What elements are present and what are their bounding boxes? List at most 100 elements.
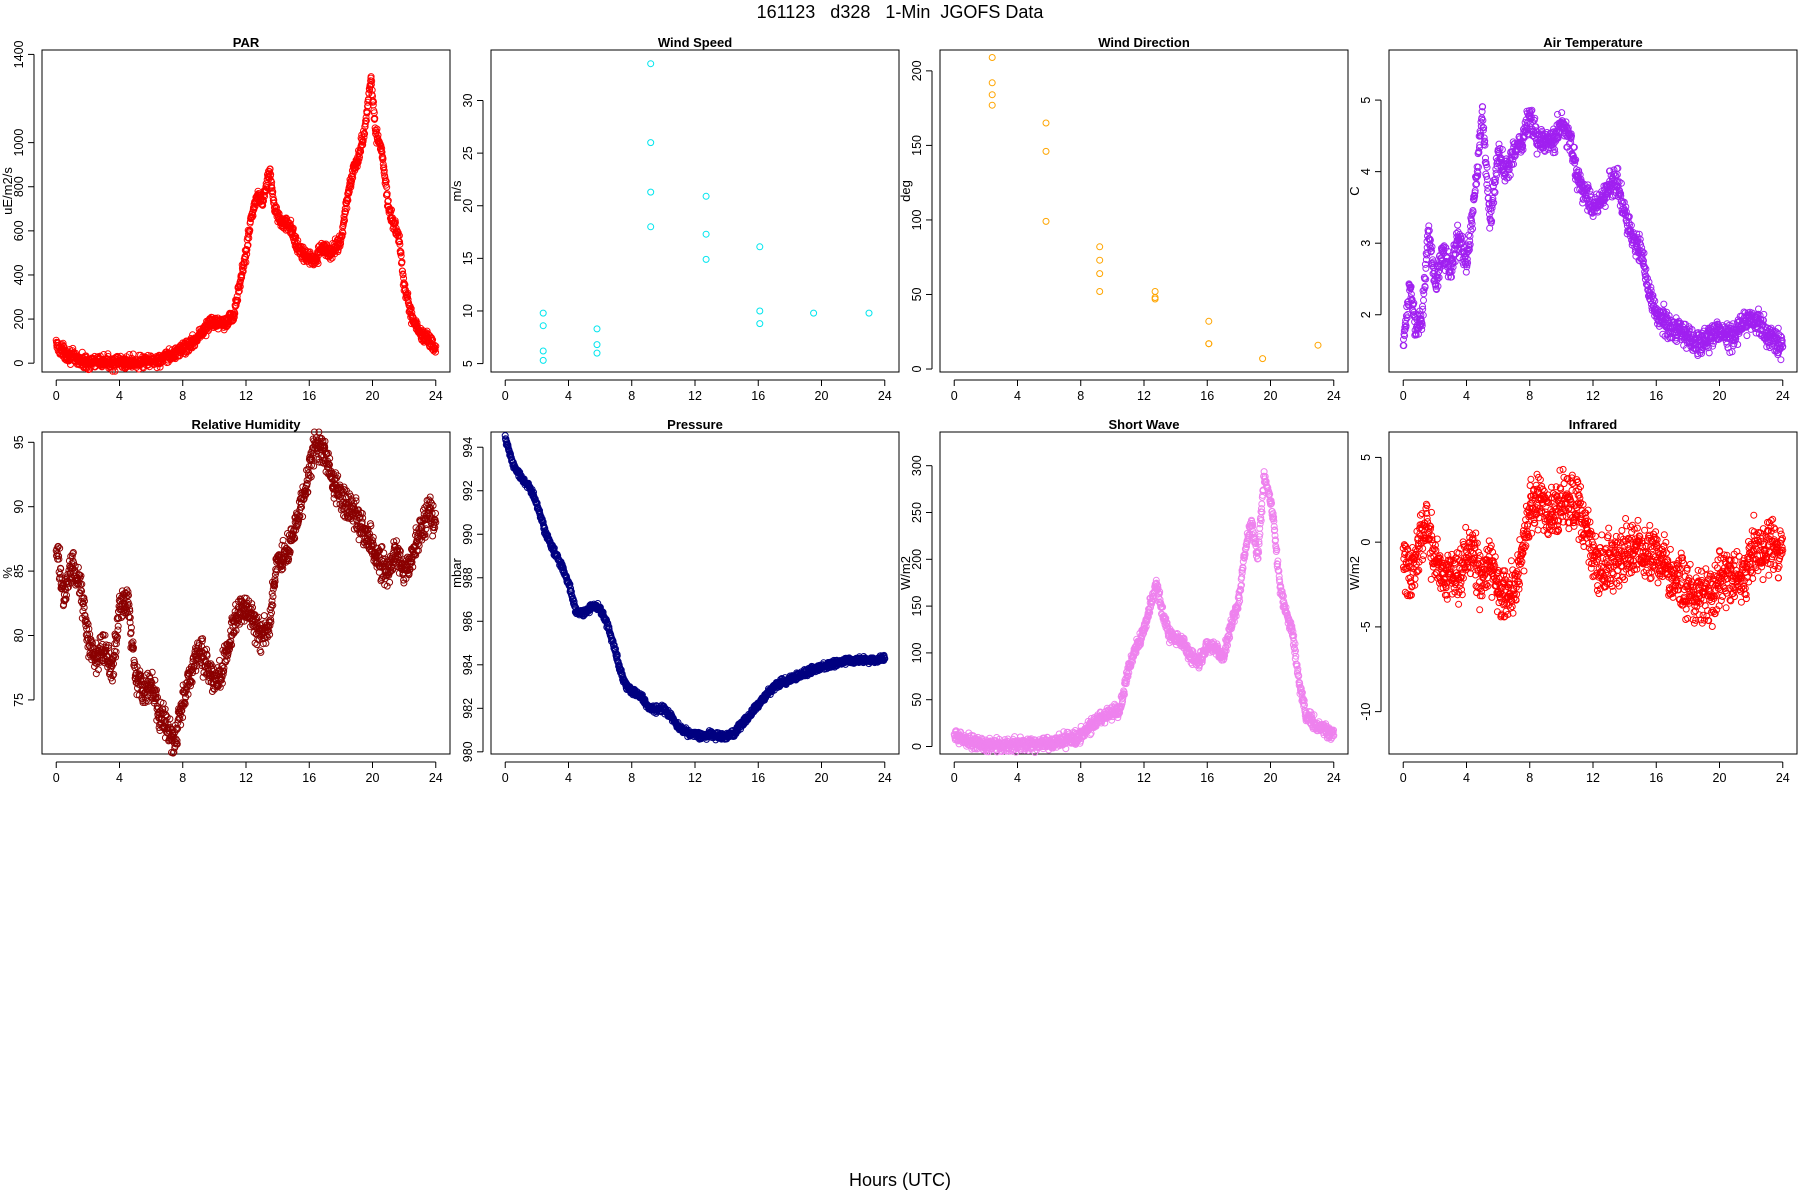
data-point bbox=[1459, 238, 1467, 246]
panel-title: Relative Humidity bbox=[191, 417, 301, 432]
data-point bbox=[1481, 137, 1489, 145]
data-point bbox=[1430, 258, 1438, 266]
data-point bbox=[647, 188, 655, 196]
y-tick-label: 800 bbox=[12, 176, 26, 197]
y-tick-label: 10 bbox=[461, 304, 475, 318]
x-tick-label: 12 bbox=[239, 389, 253, 403]
x-tick-label: 4 bbox=[565, 771, 572, 785]
x-tick-label: 0 bbox=[502, 389, 509, 403]
data-point bbox=[1469, 208, 1477, 216]
data-point bbox=[361, 120, 369, 128]
data-point bbox=[104, 350, 112, 358]
data-point bbox=[1475, 149, 1483, 156]
data-point bbox=[260, 612, 268, 620]
plot-frame bbox=[41, 49, 451, 373]
data-point bbox=[343, 204, 351, 212]
data-point bbox=[270, 196, 278, 204]
data-point bbox=[398, 258, 406, 266]
data-point bbox=[1481, 141, 1489, 149]
data-point bbox=[1464, 245, 1472, 253]
y-axis-label: deg bbox=[898, 180, 913, 202]
x-tick-label: 4 bbox=[1014, 389, 1021, 403]
plot-frame bbox=[490, 431, 900, 755]
data-point bbox=[349, 174, 357, 182]
data-point bbox=[396, 240, 404, 248]
data-points bbox=[988, 54, 1322, 363]
data-point bbox=[1480, 134, 1488, 142]
data-point bbox=[1441, 267, 1449, 275]
data-point bbox=[1420, 296, 1427, 304]
data-point bbox=[1479, 116, 1487, 124]
data-point bbox=[756, 307, 764, 315]
x-tick-label: 8 bbox=[628, 771, 635, 785]
y-tick-label: 5 bbox=[1359, 97, 1373, 104]
data-point bbox=[1096, 243, 1104, 251]
data-point bbox=[1096, 288, 1104, 295]
data-point bbox=[1463, 255, 1471, 263]
x-tick-label: 16 bbox=[751, 389, 765, 403]
data-point bbox=[756, 243, 764, 251]
data-point bbox=[1660, 300, 1668, 308]
data-point bbox=[356, 153, 363, 161]
y-tick-label: 5 bbox=[461, 360, 475, 367]
data-point bbox=[378, 144, 386, 152]
panel-title: Wind Speed bbox=[658, 35, 732, 50]
plot-frame bbox=[41, 431, 451, 755]
data-point bbox=[1777, 356, 1785, 364]
data-point bbox=[344, 196, 352, 204]
data-point bbox=[1465, 246, 1473, 254]
data-point bbox=[80, 604, 88, 611]
x-tick-label: 8 bbox=[179, 389, 186, 403]
data-point bbox=[1420, 290, 1428, 298]
data-point bbox=[266, 165, 274, 173]
y-tick-label: 1400 bbox=[12, 40, 26, 68]
panel-title: PAR bbox=[233, 35, 260, 50]
data-point bbox=[242, 258, 250, 266]
data-point bbox=[1487, 208, 1495, 215]
data-point bbox=[239, 267, 247, 275]
x-tick-label: 24 bbox=[429, 771, 443, 785]
data-point bbox=[1468, 209, 1476, 217]
x-tick-label: 16 bbox=[1200, 389, 1214, 403]
data-point bbox=[406, 306, 414, 313]
data-point bbox=[394, 228, 401, 236]
data-point bbox=[1403, 314, 1411, 322]
x-tick-label: 4 bbox=[1463, 389, 1470, 403]
x-tick-label: 16 bbox=[302, 771, 316, 785]
data-point bbox=[1421, 283, 1429, 291]
y-tick-label: 15 bbox=[461, 251, 475, 265]
x-tick-label: 24 bbox=[429, 389, 443, 403]
data-point bbox=[988, 91, 996, 99]
data-point bbox=[1479, 126, 1487, 134]
data-point bbox=[366, 82, 374, 90]
x-tick-label: 24 bbox=[878, 389, 892, 403]
data-point bbox=[702, 255, 710, 263]
data-point bbox=[234, 296, 242, 304]
x-tick-label: 12 bbox=[239, 771, 253, 785]
y-tick-label: 75 bbox=[12, 693, 26, 707]
data-point bbox=[593, 341, 601, 349]
data-point bbox=[1483, 176, 1491, 184]
y-tick-label: 200 bbox=[12, 309, 26, 330]
y-tick-label: 3 bbox=[1359, 240, 1373, 247]
data-point bbox=[359, 137, 367, 145]
data-point bbox=[1452, 250, 1460, 258]
y-tick-label: 85 bbox=[12, 564, 26, 578]
figure-title: 161123 d328 1-Min JGOFS Data bbox=[756, 2, 1044, 22]
data-point bbox=[647, 60, 655, 68]
data-point bbox=[246, 226, 254, 234]
data-point bbox=[243, 250, 251, 258]
x-tick-label: 24 bbox=[1776, 389, 1790, 403]
data-point bbox=[702, 192, 710, 200]
x-tick-label: 24 bbox=[1327, 389, 1341, 403]
data-point bbox=[539, 322, 547, 330]
x-tick-label: 8 bbox=[1077, 389, 1084, 403]
y-tick-label: 20 bbox=[461, 199, 475, 213]
data-point bbox=[539, 347, 547, 355]
data-point bbox=[593, 349, 601, 357]
data-point bbox=[1428, 243, 1436, 251]
y-tick-label: 50 bbox=[910, 287, 924, 301]
data-point bbox=[1422, 275, 1430, 283]
